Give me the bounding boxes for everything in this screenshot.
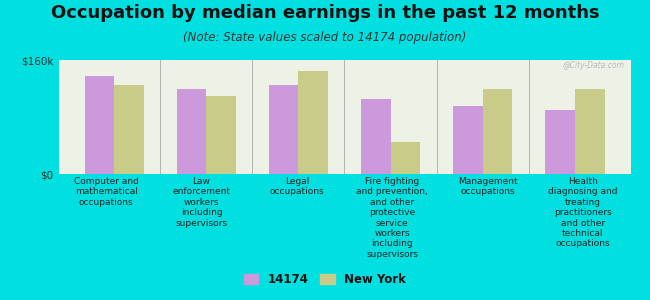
Text: Health
diagnosing and
treating
practitioners
and other
technical
occupations: Health diagnosing and treating practitio… — [548, 177, 617, 248]
Bar — [269, 85, 298, 174]
Text: Management
occupations: Management occupations — [458, 177, 517, 197]
Text: Fire fighting
and prevention,
and other
protective
service
workers
including
sup: Fire fighting and prevention, and other … — [356, 177, 428, 259]
Bar — [391, 142, 420, 174]
Text: Legal
occupations: Legal occupations — [270, 177, 324, 197]
Bar — [545, 110, 575, 174]
Bar — [84, 76, 114, 174]
Bar — [206, 96, 236, 174]
Text: Occupation by median earnings in the past 12 months: Occupation by median earnings in the pas… — [51, 4, 599, 22]
Text: (Note: State values scaled to 14174 population): (Note: State values scaled to 14174 popu… — [183, 32, 467, 44]
Bar — [177, 88, 206, 174]
Bar — [361, 99, 391, 174]
Bar — [483, 88, 512, 174]
Bar — [298, 71, 328, 174]
Bar — [575, 88, 604, 174]
Text: Law
enforcement
workers
including
supervisors: Law enforcement workers including superv… — [172, 177, 231, 228]
Legend: 14174, New York: 14174, New York — [239, 269, 411, 291]
Bar — [114, 85, 144, 174]
Text: Computer and
mathematical
occupations: Computer and mathematical occupations — [73, 177, 138, 207]
Bar — [453, 106, 483, 174]
Text: @City-Data.com: @City-Data.com — [563, 61, 625, 70]
